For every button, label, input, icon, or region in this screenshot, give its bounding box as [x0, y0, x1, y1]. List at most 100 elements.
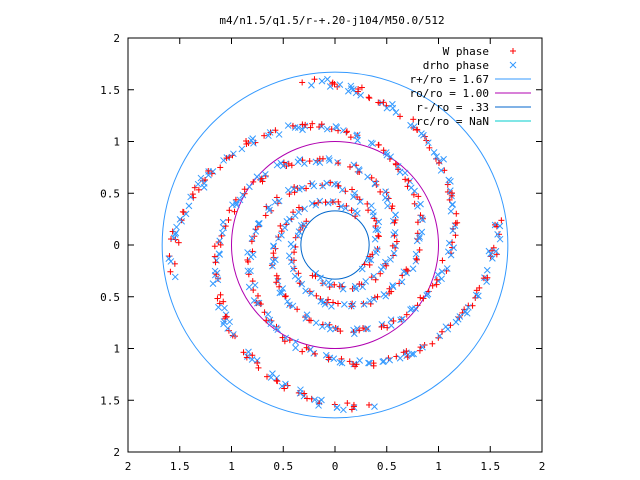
- w-phase-point: [215, 275, 222, 282]
- w-phase-point: [329, 79, 336, 86]
- x-tick-label: 2: [125, 460, 132, 473]
- drho-phase-point: [379, 263, 387, 271]
- w-phase-point: [375, 141, 382, 148]
- drho-phase-point: [277, 159, 285, 167]
- drho-phase-point: [358, 265, 366, 273]
- drho-phase-point: [366, 359, 374, 367]
- y-tick-label: 0.5: [100, 187, 120, 200]
- drho-phase-point: [295, 228, 303, 236]
- drho-phase-point: [407, 184, 415, 192]
- drho-phase-point: [398, 315, 406, 323]
- drho-phase-point: [450, 244, 457, 252]
- drho-phase-point: [336, 81, 344, 88]
- drho-phase-point: [443, 265, 451, 272]
- drho-phase-point: [438, 275, 445, 283]
- circle-r-1-67: [161, 71, 509, 419]
- drho-phase-point: [440, 155, 447, 163]
- drho-phase-point: [245, 283, 253, 291]
- drho-phase-point: [342, 204, 349, 212]
- y-tick-label: 0.5: [100, 291, 120, 304]
- w-phase-point: [318, 121, 325, 128]
- drho-phase-point: [230, 150, 237, 158]
- drho-phase-point: [424, 290, 432, 298]
- drho-phase-point: [230, 331, 237, 338]
- w-phase-point: [368, 274, 375, 281]
- w-phase-point: [226, 207, 233, 214]
- w-phase-point: [231, 208, 238, 215]
- drho-phase-point: [264, 311, 272, 318]
- w-phase-point: [273, 377, 280, 384]
- drho-phase-point: [291, 212, 299, 220]
- drho-phase-point: [340, 406, 347, 414]
- w-phase-point: [416, 246, 423, 253]
- drho-phase-point: [239, 191, 247, 199]
- drho-phase-point: [278, 289, 286, 296]
- w-phase-point: [366, 261, 373, 268]
- w-phase-point: [404, 267, 411, 274]
- drho-phase-point: [367, 256, 375, 264]
- drho-phase-point: [416, 233, 424, 241]
- w-phase-point: [307, 317, 314, 324]
- w-phase-point: [263, 317, 270, 324]
- chart-title: m4/n1.5/q1.5/r-+.20-j104/M50.0/512: [219, 14, 444, 27]
- x-tick-label: 0.5: [273, 460, 293, 473]
- drho-phase-point: [368, 202, 375, 210]
- drho-phase-point: [285, 252, 293, 260]
- w-phase-point: [413, 126, 420, 133]
- drho-phase-point: [391, 229, 399, 236]
- w-phase-point: [436, 159, 443, 166]
- legend-label: W phase: [443, 45, 489, 58]
- x-tick-label: 1: [435, 460, 442, 473]
- drho-phase-point: [456, 313, 464, 320]
- drho-phase-point: [333, 403, 341, 411]
- legend-label: drho phase: [423, 59, 489, 72]
- w-phase-point: [429, 282, 436, 289]
- drho-phase-point: [364, 173, 371, 181]
- w-phase-point: [311, 76, 318, 83]
- drho-phase-point: [464, 303, 472, 311]
- drho-phase-point: [351, 190, 358, 197]
- drho-phase-point: [401, 169, 409, 177]
- drho-phase-point: [430, 148, 438, 156]
- drho-phase-point: [412, 305, 419, 312]
- y-tick-label: 0: [113, 239, 120, 252]
- drho-phase-point: [412, 257, 420, 265]
- drho-phase-point: [273, 161, 281, 169]
- w-phase-point: [396, 280, 403, 287]
- w-phase-point: [222, 313, 229, 320]
- w-phase-point: [393, 238, 400, 245]
- w-phase-point: [311, 350, 318, 357]
- w-phase-point: [472, 294, 479, 301]
- w-phase-point: [225, 327, 232, 334]
- drho-phase-point: [251, 281, 259, 289]
- drho-phase-point: [448, 201, 456, 209]
- drho-phase-point: [255, 220, 263, 228]
- drho-phase-point: [326, 325, 334, 333]
- w-phase-point: [348, 406, 355, 413]
- drho-phase-point: [463, 309, 471, 317]
- w-phase-point: [337, 328, 344, 335]
- drho-phase-point: [214, 276, 222, 284]
- w-phase-point: [262, 212, 269, 219]
- w-phase-point: [392, 216, 399, 223]
- drho-phase-point: [325, 155, 333, 162]
- drho-phase-point: [327, 281, 334, 288]
- w-phase-point: [263, 373, 270, 380]
- w-phase-point: [391, 219, 398, 226]
- w-phase-point: [354, 88, 361, 95]
- drho-phase-point: [340, 127, 347, 134]
- drho-phase-point: [494, 231, 501, 238]
- drho-phase-point: [356, 198, 364, 205]
- drho-phase-point: [266, 129, 274, 136]
- w-phase-point: [347, 163, 354, 170]
- drho-phase-point: [352, 285, 360, 293]
- drho-phase-point: [365, 359, 372, 367]
- w-phase-point: [195, 186, 202, 193]
- w-phase-point: [380, 99, 387, 106]
- w-phase-point: [378, 323, 385, 330]
- w-phase-point: [352, 363, 359, 370]
- w-phase-point: [334, 300, 341, 307]
- drho-phase-point: [328, 302, 335, 310]
- w-phase-point: [225, 216, 232, 223]
- drho-phase-point: [336, 358, 344, 366]
